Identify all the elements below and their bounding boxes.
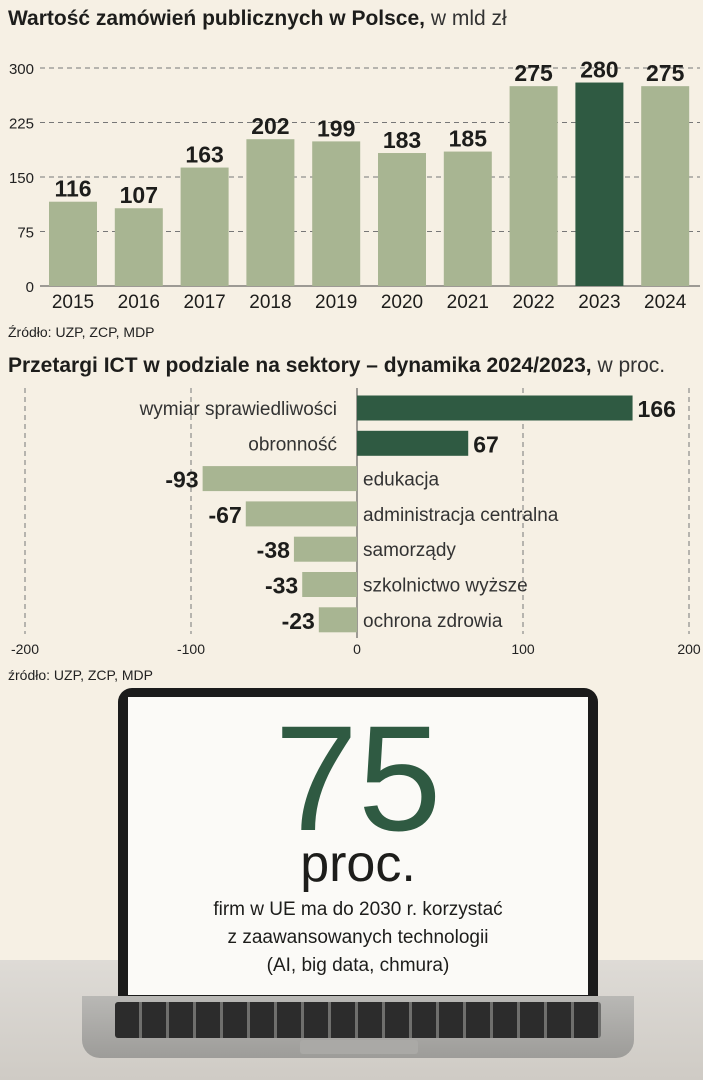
laptop-trackpad <box>300 1040 418 1054</box>
infobox-line-3: (AI, big data, chmura) <box>266 955 450 976</box>
chart1-svg: 300 225 150 75 0 116 2015 107 2016 163 2017 202 2018… <box>9 57 700 313</box>
chart1-x-tick: 2015 <box>52 292 94 313</box>
chart1-value-label: 116 <box>54 176 91 202</box>
chart1-bar <box>180 167 229 286</box>
chart1-x-tick: 2023 <box>578 292 620 313</box>
chart1-bar <box>312 141 361 286</box>
chart1-title: Wartość zamówień publicznych w Polsce, w… <box>8 7 507 31</box>
chart2-category-label: szkolnictwo wyższe <box>363 576 528 597</box>
chart1-value-label: 202 <box>251 113 289 139</box>
chart2-svg: -200 -100 0 100 200 wymiar sprawiedliwości 166… <box>11 388 701 657</box>
chart2-title-main: Przetargi ICT w podziale na sektory – dy… <box>8 354 592 377</box>
chart2-bar <box>202 466 357 492</box>
chart2-title-unit: w proc. <box>597 354 666 377</box>
chart1-bar <box>575 82 624 287</box>
chart1-bar <box>509 86 558 286</box>
chart2-category-label: ochrona zdrowia <box>363 611 503 632</box>
chart2-value-label: -33 <box>265 573 298 599</box>
chart2-value-label: 67 <box>473 431 499 457</box>
chart1-x-tick: 2024 <box>644 292 687 313</box>
chart1-value-label: 185 <box>449 126 488 152</box>
chart2-x-tick: -200 <box>11 641 39 657</box>
chart1-x-tick: 2022 <box>512 292 554 313</box>
laptop-screen <box>128 697 588 995</box>
chart1-bar <box>246 139 295 286</box>
chart1-bar <box>114 208 163 286</box>
chart2-bar <box>302 572 357 597</box>
chart2-category-label: edukacja <box>363 470 439 491</box>
chart2-bar <box>245 501 357 527</box>
chart1-y-tick: 75 <box>17 225 34 242</box>
chart2-value-label: -38 <box>257 537 290 563</box>
chart1-y-tick: 150 <box>9 170 34 187</box>
chart2-category-label: samorządy <box>363 540 456 561</box>
chart1-y-tick: 225 <box>9 116 34 133</box>
chart1-x-tick: 2019 <box>315 292 357 313</box>
chart1-bar <box>378 153 426 286</box>
chart1-title-unit: w mld zł <box>430 7 507 30</box>
chart2-value-label: -67 <box>209 502 242 528</box>
chart1-bar <box>443 151 492 286</box>
infobox-number: 75 <box>274 694 442 862</box>
chart2-value-label: 166 <box>638 396 676 422</box>
chart1-source: Źródło: UZP, ZCP, MDP <box>8 324 155 340</box>
chart2-x-tick: 200 <box>677 641 701 657</box>
chart1-value-label: 107 <box>120 182 158 208</box>
chart2-value-label: -23 <box>282 608 315 634</box>
chart2-x-tick: 0 <box>353 641 361 657</box>
chart2-x-tick: 100 <box>511 641 535 657</box>
chart1-x-tick: 2018 <box>249 292 291 313</box>
chart1-value-label: 183 <box>383 127 421 153</box>
chart1-x-tick: 2020 <box>381 292 423 313</box>
chart1-bar <box>641 86 690 286</box>
chart2-x-tick: -100 <box>177 641 205 657</box>
chart2-category-label: obronność <box>248 434 337 455</box>
chart2-category-label: wymiar sprawiedliwości <box>139 399 337 420</box>
chart2-value-label: -93 <box>165 467 198 493</box>
chart1-value-label: 275 <box>514 60 553 86</box>
chart2-source: źródło: UZP, ZCP, MDP <box>8 667 153 683</box>
chart1-bar <box>49 201 97 286</box>
chart1-value-label: 163 <box>185 142 223 168</box>
chart2-category-label: administracja centralna <box>363 505 559 526</box>
chart2-title: Przetargi ICT w podziale na sektory – dy… <box>8 354 665 378</box>
infobox-line-2: z zaawansowanych technologii <box>227 927 489 948</box>
chart1-value-label: 199 <box>317 115 355 141</box>
chart1-value-label: 275 <box>646 60 685 86</box>
chart2-bar <box>293 536 357 562</box>
chart1-x-tick: 2017 <box>183 292 225 313</box>
laptop-keyboard <box>115 1002 601 1038</box>
chart1-y-tick: 0 <box>26 279 34 296</box>
chart1-value-label: 280 <box>580 57 618 83</box>
infobox-unit: proc. <box>300 835 416 893</box>
chart1-title-main: Wartość zamówień publicznych w Polsce, <box>8 7 425 30</box>
chart1-y-tick: 300 <box>9 61 34 78</box>
chart2-bar <box>318 607 357 633</box>
chart2-bar <box>357 395 633 421</box>
chart2-bar <box>357 430 469 456</box>
infobox-line-1: firm w UE ma do 2030 r. korzystać <box>213 899 503 920</box>
chart1-x-tick: 2016 <box>118 292 160 313</box>
chart1-x-tick: 2021 <box>447 292 489 313</box>
